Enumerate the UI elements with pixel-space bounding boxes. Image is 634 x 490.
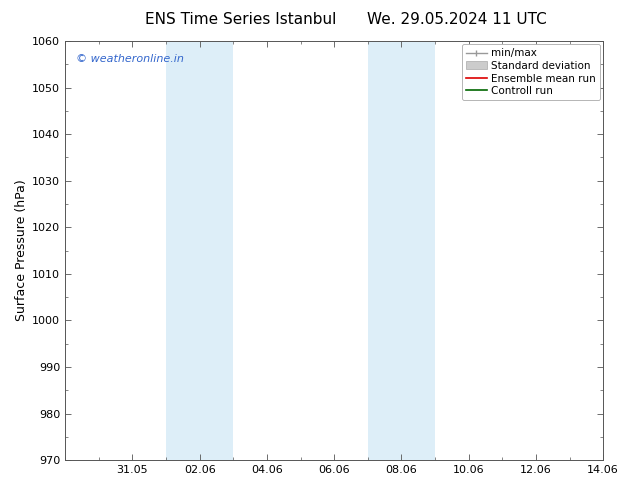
Y-axis label: Surface Pressure (hPa): Surface Pressure (hPa) — [15, 180, 28, 321]
Text: ENS Time Series Istanbul: ENS Time Series Istanbul — [145, 12, 337, 27]
Bar — [166, 41, 233, 460]
Text: We. 29.05.2024 11 UTC: We. 29.05.2024 11 UTC — [366, 12, 547, 27]
Text: © weatheronline.in: © weatheronline.in — [76, 53, 184, 64]
Legend: min/max, Standard deviation, Ensemble mean run, Controll run: min/max, Standard deviation, Ensemble me… — [462, 44, 600, 100]
Bar — [368, 41, 435, 460]
